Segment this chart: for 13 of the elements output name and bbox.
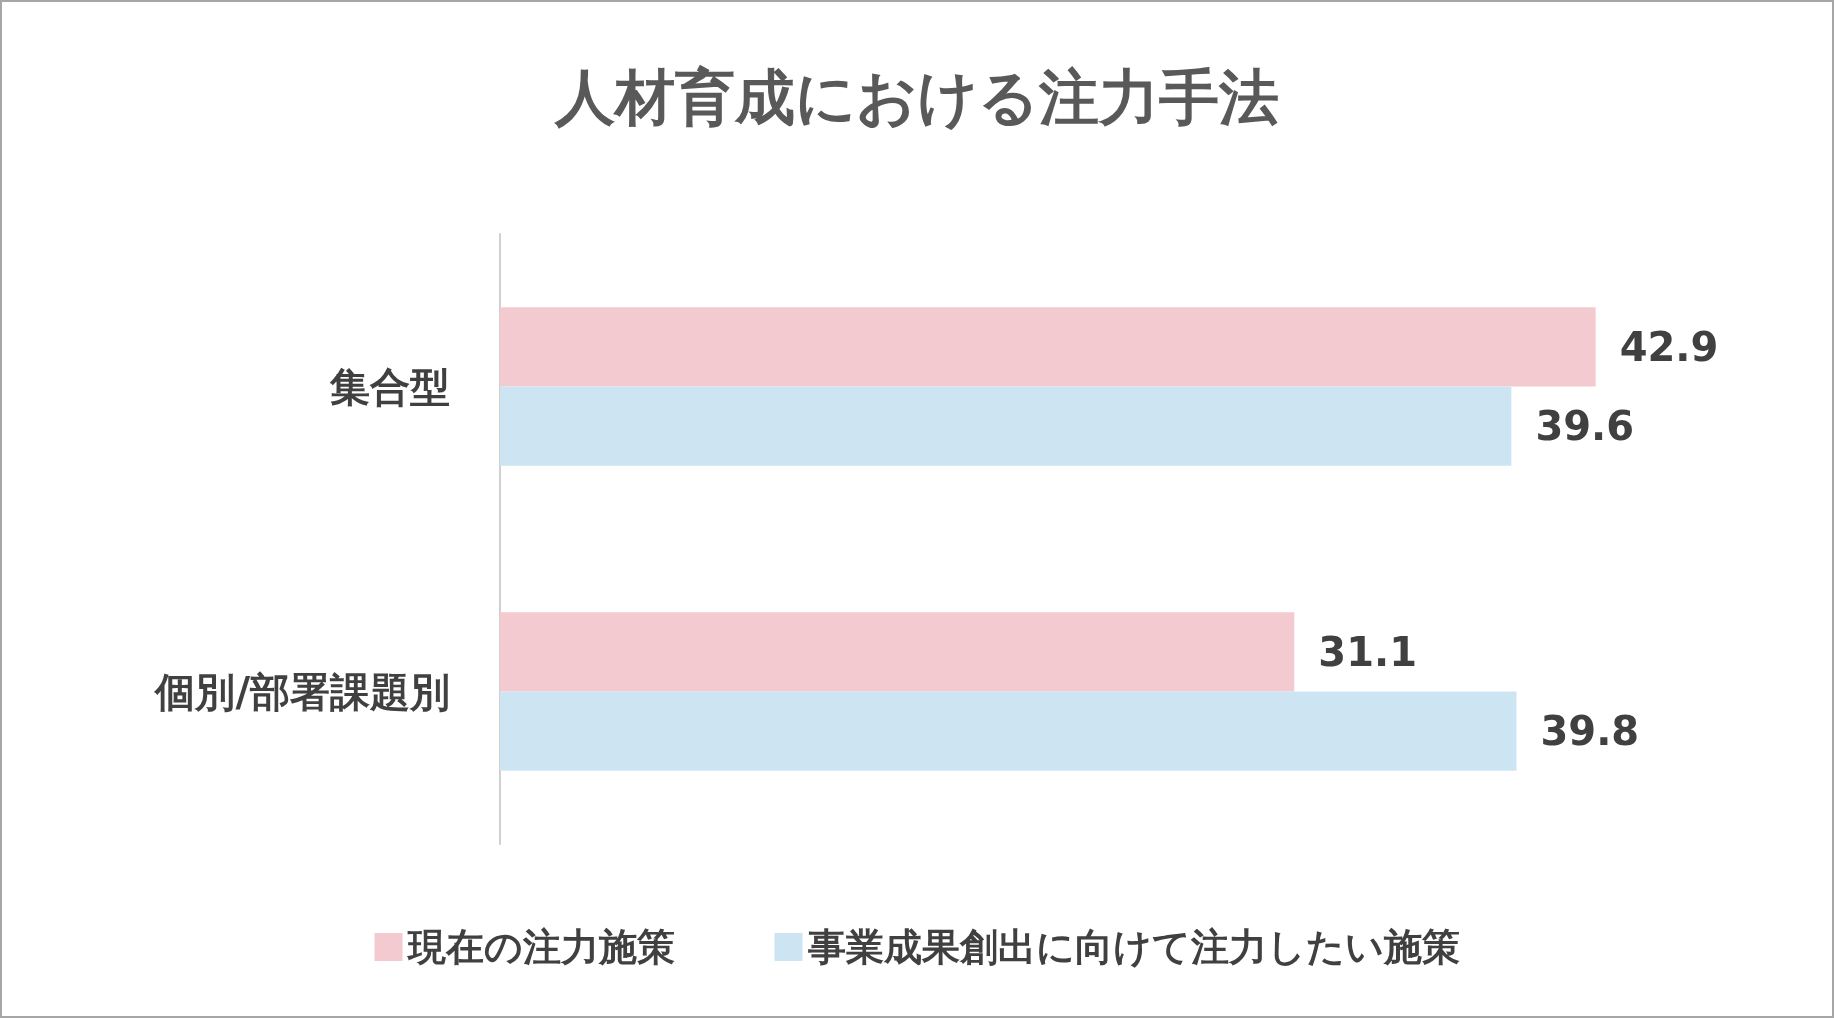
- chart-title: 人材育成における注力手法: [554, 62, 1279, 132]
- y-tick-label: 個別/部署課題別: [153, 668, 450, 715]
- bar: [500, 612, 1295, 692]
- data-label: 39.8: [1540, 708, 1640, 755]
- bar: [500, 307, 1596, 387]
- data-label: 39.6: [1535, 403, 1635, 450]
- legend-label: 現在の注力施策: [405, 925, 675, 969]
- bar: [500, 386, 1512, 466]
- legend-label: 事業成果創出に向けて注力したい施策: [806, 925, 1460, 969]
- y-tick-label: 集合型: [329, 363, 450, 410]
- data-label: 31.1: [1318, 628, 1417, 675]
- bar: [500, 691, 1517, 771]
- data-label: 42.9: [1619, 323, 1719, 370]
